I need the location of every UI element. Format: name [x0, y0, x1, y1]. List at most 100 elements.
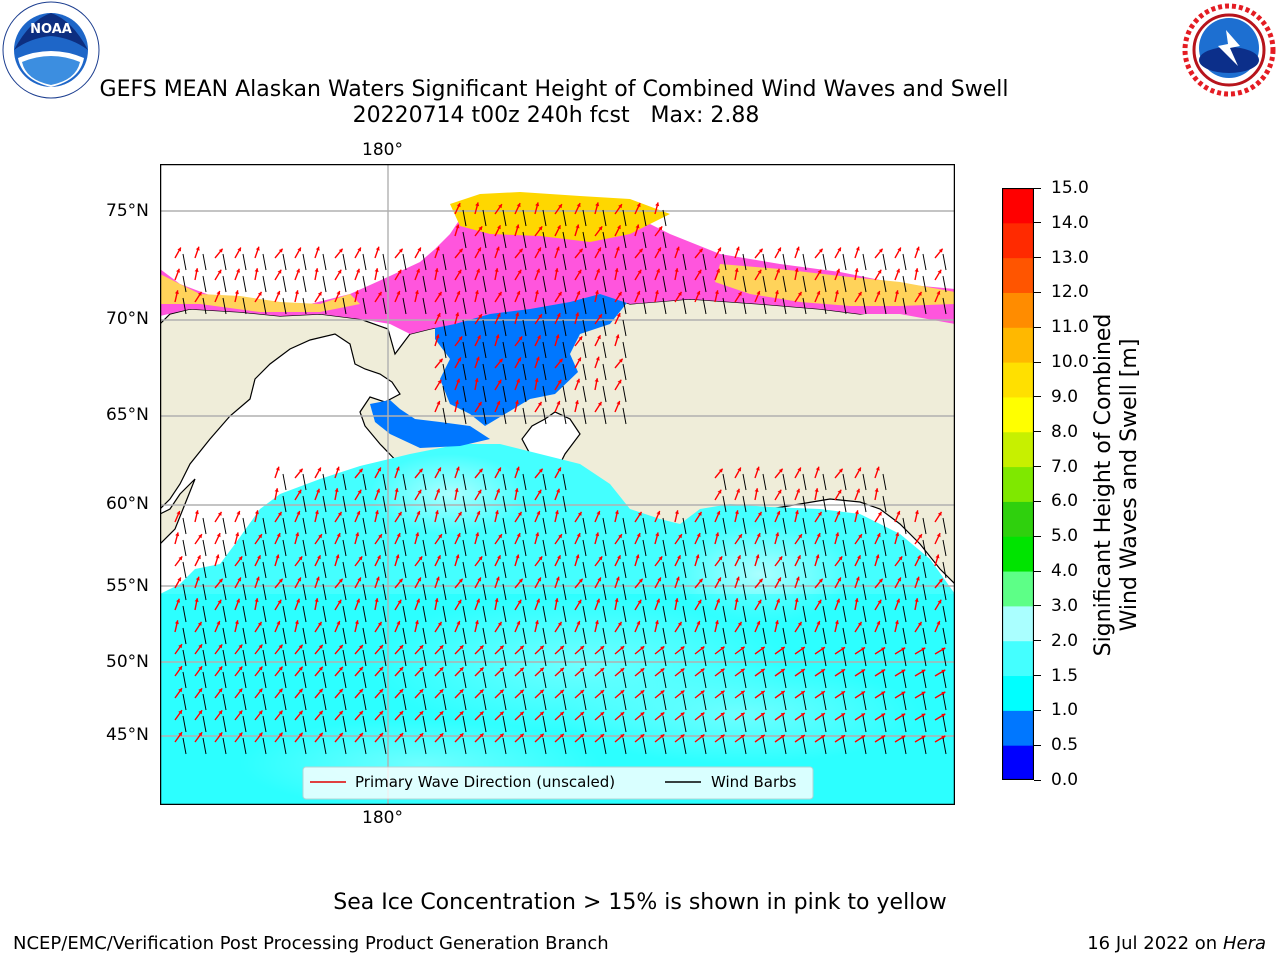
wave-arrow-head [921, 669, 926, 674]
wind-barb [762, 561, 767, 579]
wave-arrow-head [438, 534, 442, 539]
wind-barb [822, 583, 827, 601]
wave-arrow-head [655, 532, 660, 537]
wind-barb [622, 297, 627, 315]
wind-barb [642, 671, 647, 689]
wave-arrow-head [555, 576, 560, 581]
wave-arrow-head [416, 511, 421, 515]
wave-arrow-head [537, 577, 541, 582]
wind-barb [522, 649, 527, 667]
wave-arrow-head [574, 400, 579, 405]
wave-arrow-head [339, 710, 343, 715]
wave-arrow-head [399, 667, 404, 672]
wind-barb [442, 385, 447, 403]
wind-barb [262, 693, 267, 711]
wave-arrow-head [258, 666, 263, 671]
wave-arrow-head [936, 621, 941, 625]
wave-arrow-head [820, 647, 825, 651]
wave-arrow-head [555, 246, 560, 251]
wind-barb [902, 715, 907, 733]
wind-barb [922, 275, 927, 293]
wind-barb [382, 517, 387, 535]
wave-arrow-head [918, 534, 922, 539]
lat-label-55: 55°N [106, 576, 149, 596]
wind-barb [382, 275, 387, 293]
wind-barb [542, 297, 547, 315]
wind-barb [742, 539, 747, 557]
wind-barb [762, 693, 767, 711]
wind-barb [822, 275, 827, 293]
wind-barb [482, 693, 487, 711]
wave-arrow-head [921, 647, 926, 652]
wind-barb [622, 605, 627, 623]
wind-barb [502, 693, 507, 711]
wave-arrow-head [516, 621, 521, 625]
wind-barb [482, 385, 487, 403]
wind-barb [902, 253, 907, 271]
wave-arrow-head [459, 711, 464, 716]
wind-barb [502, 319, 507, 337]
wave-arrow-head [697, 269, 702, 274]
wind-barb [302, 605, 307, 623]
wind-barb [302, 517, 307, 535]
wind-barb [542, 363, 547, 381]
wind-barb [442, 605, 447, 623]
wave-arrow-head [277, 511, 282, 516]
wind-barb [842, 561, 847, 579]
wind-barb [582, 341, 587, 359]
wind-barb [422, 715, 427, 733]
wind-barb [322, 671, 327, 689]
wind-barb [782, 605, 787, 623]
wave-arrow-head [218, 666, 223, 671]
wave-arrow-head [216, 533, 221, 538]
wave-arrow-head [236, 268, 240, 273]
noaa-logo-text: NOAA [30, 22, 72, 37]
wave-arrow-head [837, 577, 841, 582]
wave-arrow-head [458, 578, 463, 583]
wave-arrow-head [439, 711, 444, 716]
wind-barb [562, 253, 567, 271]
wave-arrow-head [915, 576, 920, 581]
wave-arrow-head [717, 489, 722, 494]
wave-arrow-head [760, 734, 765, 739]
wind-barb [462, 715, 467, 733]
wave-vectors [174, 202, 947, 755]
wave-arrow-head [318, 534, 322, 539]
wind-barb [562, 473, 567, 491]
wave-arrow-head [817, 599, 822, 604]
wave-arrow-head [595, 202, 600, 207]
wave-arrow-head [478, 468, 483, 473]
wave-arrow-head [356, 598, 360, 603]
wind-barb [562, 737, 567, 755]
wind-barb [702, 671, 707, 689]
wave-arrow-head [557, 467, 561, 472]
wave-arrow-head [635, 224, 640, 229]
wind-barb [922, 715, 927, 733]
wave-arrow-head [495, 576, 500, 581]
wind-barb [942, 561, 947, 579]
wind-barb [802, 495, 807, 513]
wave-arrow-head [298, 666, 303, 671]
wind-barb [542, 407, 547, 425]
wave-arrow-head [436, 488, 440, 493]
wave-arrow-head [757, 599, 762, 604]
wave-arrow-head [818, 578, 823, 583]
wind-barb [922, 517, 927, 535]
wave-arrow-head [176, 511, 181, 515]
wave-arrow-head [600, 668, 604, 672]
wave-arrow-head [275, 466, 280, 471]
wave-arrow-head [914, 510, 919, 515]
wind-barb [342, 605, 347, 623]
wave-arrow-head [398, 248, 403, 253]
wave-arrow-head [834, 290, 839, 295]
wave-arrow-head [479, 645, 484, 650]
wind-barb [522, 539, 527, 557]
wave-arrow-head [657, 247, 661, 252]
footer-host: Hera [1222, 933, 1266, 954]
wind-barb [542, 715, 547, 733]
wave-arrow-head [454, 488, 459, 492]
wave-arrow-head [776, 598, 780, 603]
wave-arrow-head [917, 291, 922, 296]
wave-arrow-head [414, 290, 419, 295]
wind-barb [542, 253, 547, 271]
